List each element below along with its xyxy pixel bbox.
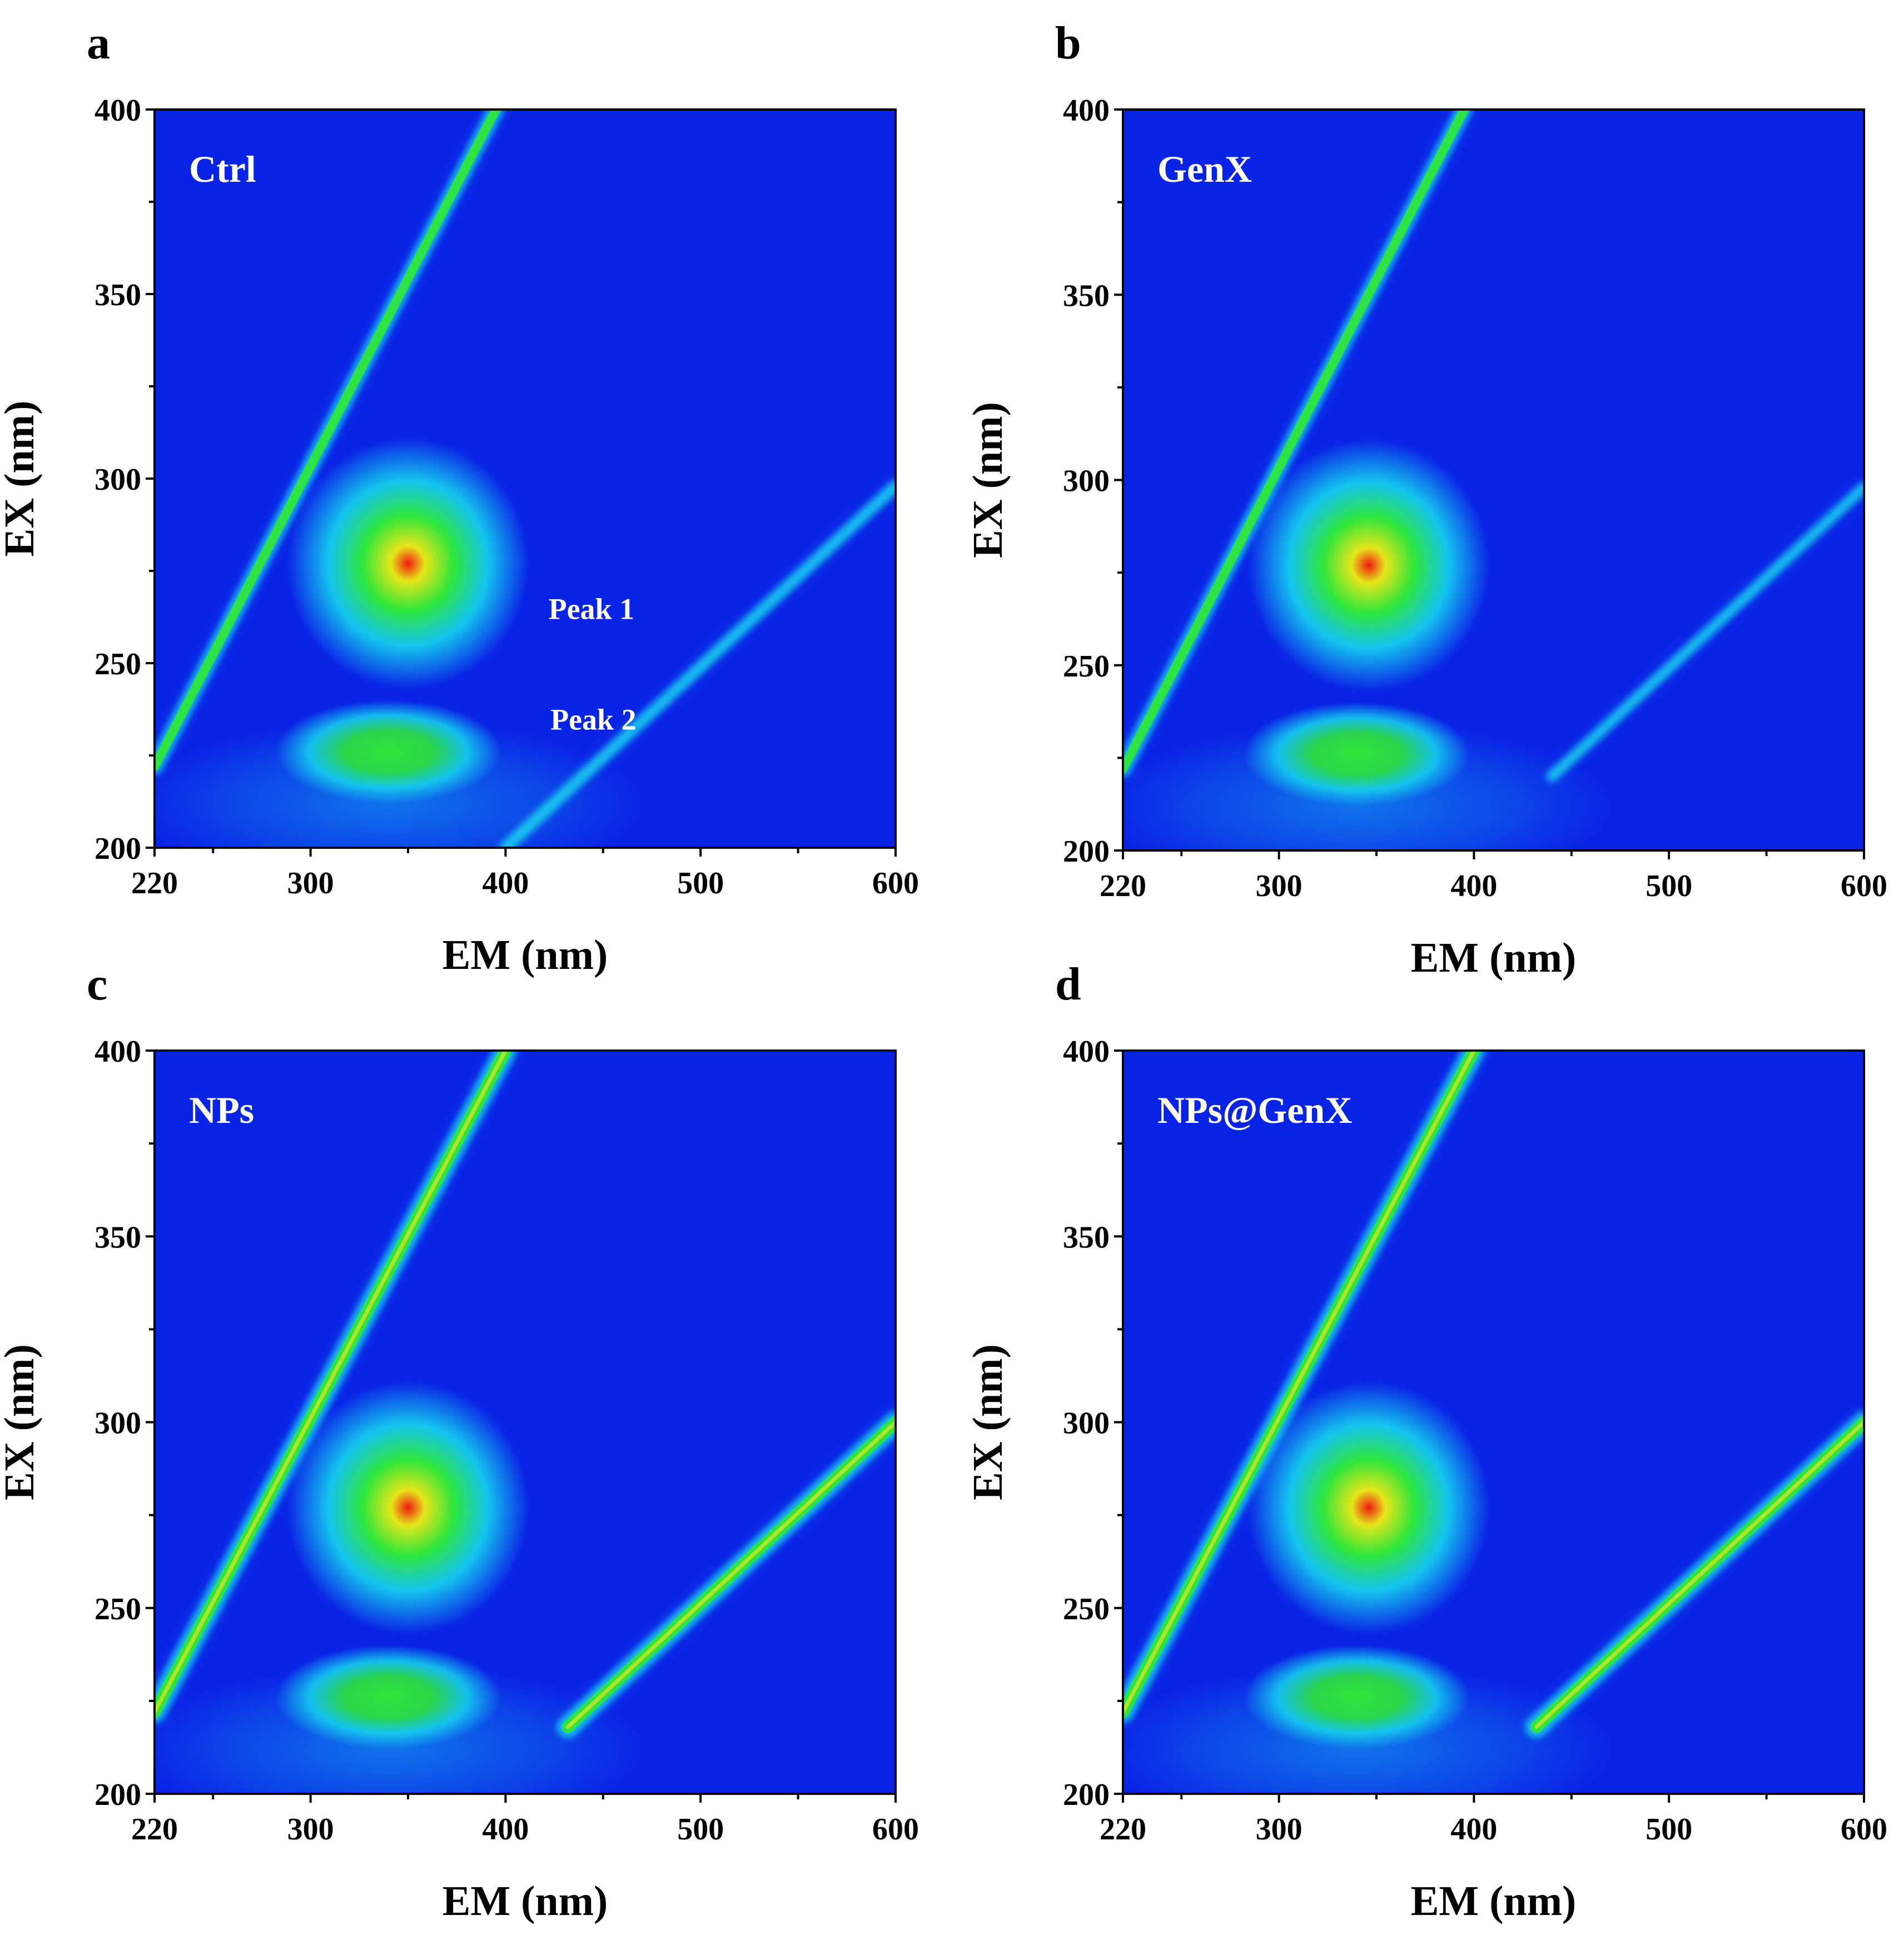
y-tick-label: 200: [95, 1778, 141, 1812]
peak-2-mark: [275, 700, 502, 804]
y-axis-label: EX (nm): [0, 401, 43, 557]
panel-d: 220 300 400 500 600 200 250 300 350 400 EM (nm) EX …: [965, 958, 1887, 1924]
y-tick-label: 200: [95, 832, 141, 866]
y-tick-label: 400: [95, 1034, 141, 1069]
plot-background: [1123, 110, 1864, 850]
scatter-band-second-order: [1546, 481, 1864, 782]
panel-b: 220 300 400 500 600 200 250 300 350 400 EM (nm) EX …: [965, 17, 1887, 981]
x-tick-label: 600: [872, 866, 919, 901]
plot-area: [1123, 1051, 1864, 1794]
plot-background: [1123, 1051, 1864, 1794]
scatter-band-second-order: [499, 479, 896, 848]
scatter-band-rayleigh: [155, 110, 504, 775]
x-tick-label: 400: [1450, 869, 1497, 903]
plot-area: [1123, 110, 1864, 850]
peak-1-mark: [287, 437, 529, 689]
y-tick-label: 400: [1063, 1034, 1110, 1069]
plot-area: [155, 1051, 896, 1794]
y-axis-label: EX (nm): [965, 402, 1011, 558]
x-tick-label: 500: [1646, 1812, 1692, 1847]
peak-1-mark: [1247, 439, 1490, 692]
x-tick-label: 600: [1841, 1812, 1887, 1847]
y-axis-label: EX (nm): [0, 1344, 43, 1500]
sample-label: Ctrl: [189, 148, 256, 190]
x-tick-label: 600: [1841, 869, 1887, 903]
x-tick-label: 500: [677, 866, 724, 901]
x-tick-label: 220: [1100, 869, 1146, 903]
x-tick-label: 600: [872, 1812, 919, 1847]
y-tick-label: 300: [1063, 1406, 1110, 1441]
scatter-band-second-order: [1525, 1411, 1864, 1738]
sample-label: NPs: [189, 1089, 254, 1131]
sample-label: GenX: [1157, 148, 1252, 190]
x-tick-label: 400: [482, 1812, 529, 1847]
panel-letter: b: [1055, 17, 1081, 69]
peak-2-mark: [1244, 702, 1470, 807]
y-tick-label: 350: [1063, 1220, 1110, 1255]
peak-2-mark: [1244, 1645, 1470, 1749]
x-tick-label: 300: [1256, 869, 1303, 903]
y-axis-label: EX (nm): [965, 1344, 1011, 1500]
peak-2-label: Peak 2: [550, 703, 637, 737]
x-tick-label: 400: [1450, 1812, 1497, 1847]
y-tick-label: 400: [1063, 93, 1110, 128]
x-axis-label: EM (nm): [443, 932, 608, 978]
x-tick-label: 400: [482, 866, 529, 901]
x-axis-label: EM (nm): [1411, 1878, 1577, 1924]
x-tick-label: 300: [287, 1812, 334, 1847]
y-tick-label: 200: [1063, 834, 1110, 869]
scatter-band-second-order: [556, 1411, 896, 1738]
x-tick-label: 300: [1256, 1812, 1303, 1847]
y-tick-label: 300: [95, 1406, 141, 1441]
x-tick-label: 500: [677, 1812, 724, 1847]
sample-label: NPs@GenX: [1157, 1089, 1352, 1131]
x-axis-label: EM (nm): [1411, 934, 1577, 981]
panel-a: 220 300 400 500 600 200 250 300 350 400 EM (nm) EX …: [0, 17, 919, 978]
peak-1-mark: [1247, 1381, 1490, 1634]
panel-letter: a: [87, 17, 110, 69]
x-tick-label: 220: [131, 1812, 178, 1847]
y-tick-label: 250: [95, 1592, 141, 1626]
scatter-band-rayleigh: [1123, 1051, 1485, 1723]
x-tick-label: 300: [287, 866, 334, 901]
x-axis-label: EM (nm): [443, 1878, 608, 1924]
peak-1-mark: [287, 1381, 529, 1634]
scatter-band-rayleigh: [1123, 110, 1473, 777]
peak-2-mark: [275, 1645, 502, 1749]
x-tick-label: 220: [1100, 1812, 1146, 1847]
y-tick-label: 350: [95, 1220, 141, 1255]
x-tick-label: 220: [131, 866, 178, 901]
peak-1-label: Peak 1: [549, 592, 635, 625]
panel-letter: d: [1055, 958, 1081, 1010]
y-tick-label: 250: [1063, 649, 1110, 684]
plot-background: [155, 110, 896, 848]
x-tick-label: 500: [1646, 869, 1692, 903]
y-tick-label: 400: [95, 93, 141, 128]
panel-letter: c: [87, 958, 107, 1010]
plot-area: [155, 110, 896, 848]
y-tick-label: 250: [95, 647, 141, 681]
y-tick-label: 300: [95, 462, 141, 497]
y-tick-label: 300: [1063, 464, 1110, 499]
y-tick-label: 350: [95, 278, 141, 312]
panel-c: 220 300 400 500 600 200 250 300 350 400 EM (nm) EX …: [0, 958, 919, 1924]
y-tick-label: 350: [1063, 278, 1110, 313]
plot-background: [155, 1051, 896, 1794]
y-tick-label: 250: [1063, 1592, 1110, 1626]
y-tick-label: 200: [1063, 1778, 1110, 1812]
scatter-band-rayleigh: [155, 1051, 517, 1723]
